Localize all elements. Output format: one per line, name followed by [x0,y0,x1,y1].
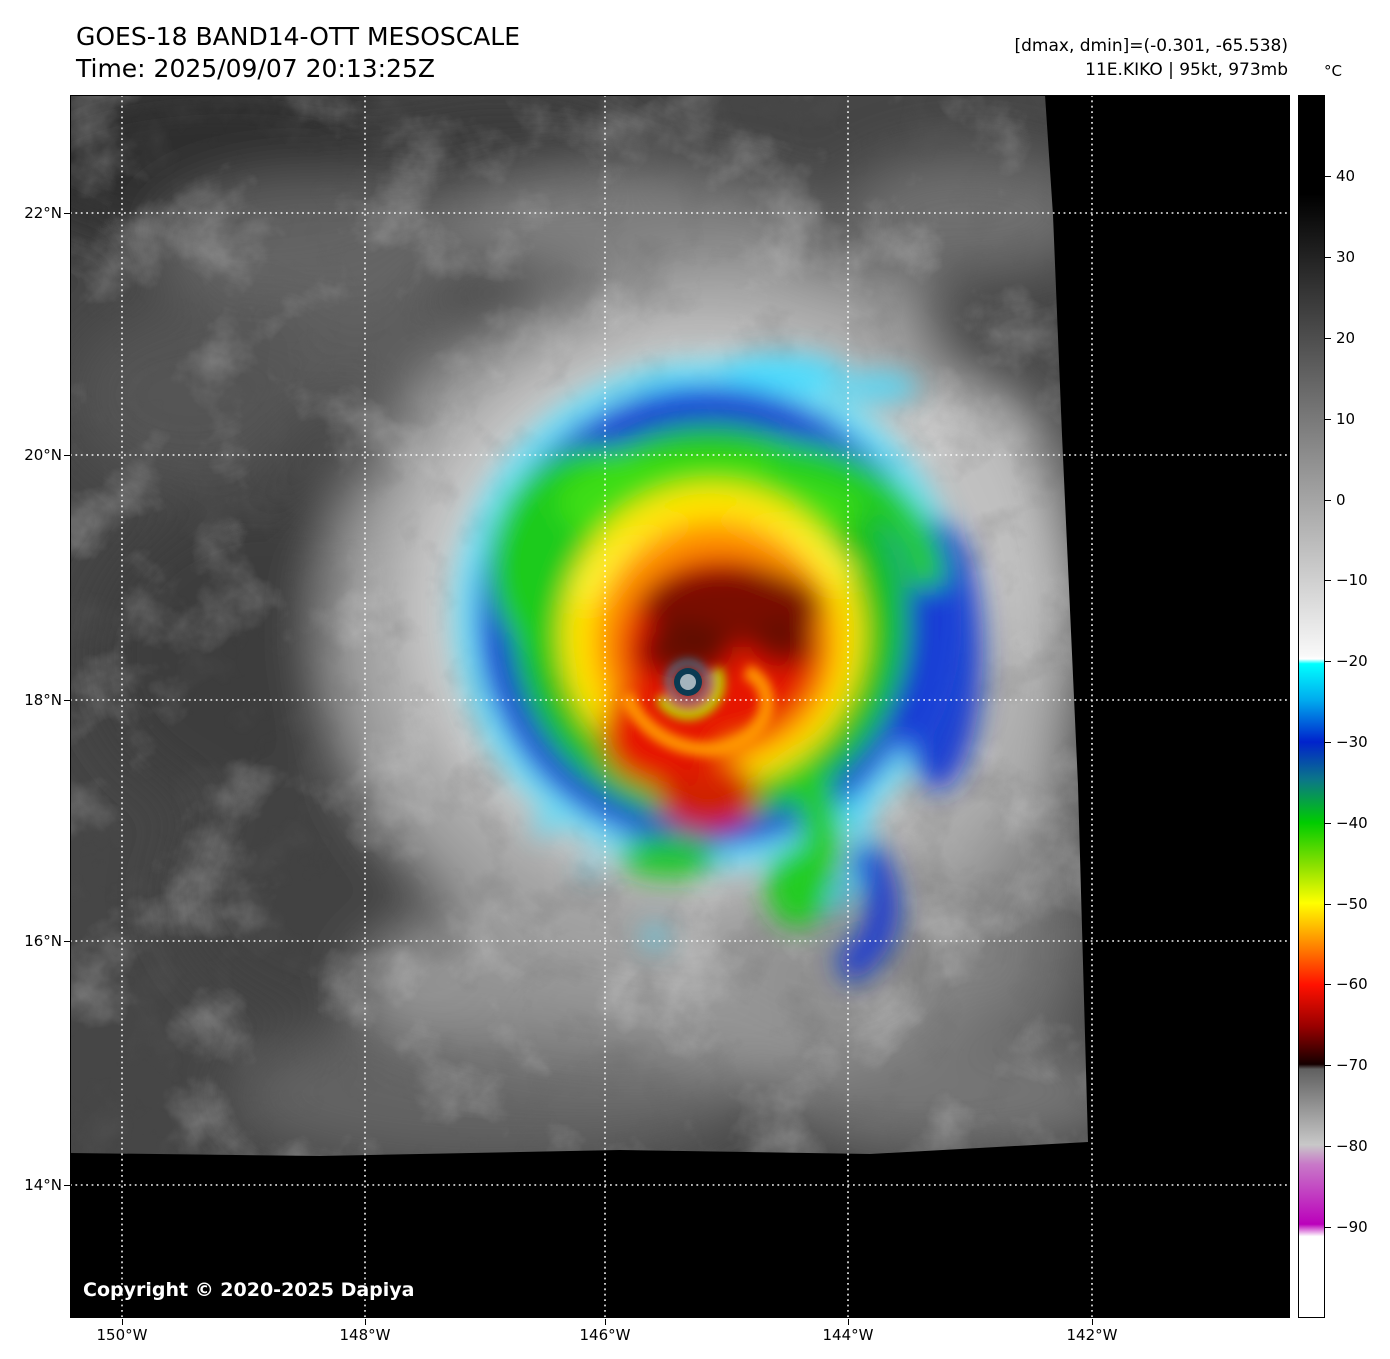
lon-label-150w: 150°W [96,1326,148,1344]
hurricane [453,353,982,985]
colorbar-tick [1325,257,1331,258]
colorbar-unit-label: °C [1324,62,1342,80]
lat-label-22n: 22°N [24,204,62,222]
lat-tick [64,700,70,701]
colorbar-tick-label: −80 [1336,1137,1368,1155]
lon-tick [848,1319,849,1325]
lon-label-144w: 144°W [822,1326,874,1344]
colorbar-tick [1325,823,1331,824]
colorbar-tick [1325,500,1331,501]
no-data-sector [70,95,1290,1318]
lon-tick [122,1319,123,1325]
colorbar-tick-label: −10 [1336,571,1368,589]
colorbar-tick-label: −20 [1336,652,1368,670]
map-frame [70,95,1290,1318]
lon-tick [365,1319,366,1325]
temperature-colorbar [1298,95,1325,1318]
colorbar-tick-label: −60 [1336,975,1368,993]
storm-eye [674,668,702,696]
lat-label-20n: 20°N [24,446,62,464]
lat-tick [64,941,70,942]
colorbar-tick-label: −90 [1336,1218,1368,1236]
lat-label-18n: 18°N [24,691,62,709]
lat-tick [64,455,70,456]
colorbar-tick [1325,742,1331,743]
colorbar-tick [1325,1146,1331,1147]
timestamp-label: Time: 2025/09/07 20:13:25Z [76,54,435,83]
lat-tick [64,213,70,214]
colorbar-tick [1325,419,1331,420]
lon-label-148w: 148°W [339,1326,391,1344]
lon-label-146w: 146°W [579,1326,631,1344]
colorbar-tick [1325,904,1331,905]
lat-label-16n: 16°N [24,932,62,950]
colorbar-tick [1325,1065,1331,1066]
lon-label-142w: 142°W [1066,1326,1118,1344]
colorbar-tick-label: −70 [1336,1056,1368,1074]
colorbar-tick-label: −50 [1336,895,1368,913]
storm-info-label: 11E.KIKO | 95kt, 973mb [1085,60,1288,80]
copyright-label: Copyright © 2020-2025 Dapiya [83,1279,415,1301]
colorbar-tick [1325,580,1331,581]
lon-tick [605,1319,606,1325]
lat-tick [64,1185,70,1186]
dmax-dmin-label: [dmax, dmin]=(-0.301, -65.538) [1014,36,1289,56]
colorbar-tick-label: −30 [1336,733,1368,751]
colorbar-tick-label: 40 [1336,167,1356,185]
hurricane-inner-spiral [619,660,775,757]
colorbar-tick [1325,984,1331,985]
colorbar-tick [1325,1227,1331,1228]
colorbar-tick-label: −40 [1336,814,1368,832]
colorbar-tick-label: 20 [1336,329,1356,347]
colorbar-tick [1325,338,1331,339]
satellite-map: Copyright © 2020-2025 Dapiya [70,95,1290,1318]
colorbar-tick-label: 10 [1336,410,1356,428]
page-title: GOES-18 BAND14-OTT MESOSCALE [76,22,521,51]
colorbar-tick [1325,661,1331,662]
colorbar-tick-label: 0 [1336,491,1346,509]
lon-tick [1092,1319,1093,1325]
satellite-image [70,95,1290,1318]
colorbar-tick-label: 30 [1336,248,1356,266]
grid-lines [70,95,1290,1318]
lat-label-14n: 14°N [24,1176,62,1194]
colorbar-tick [1325,176,1331,177]
